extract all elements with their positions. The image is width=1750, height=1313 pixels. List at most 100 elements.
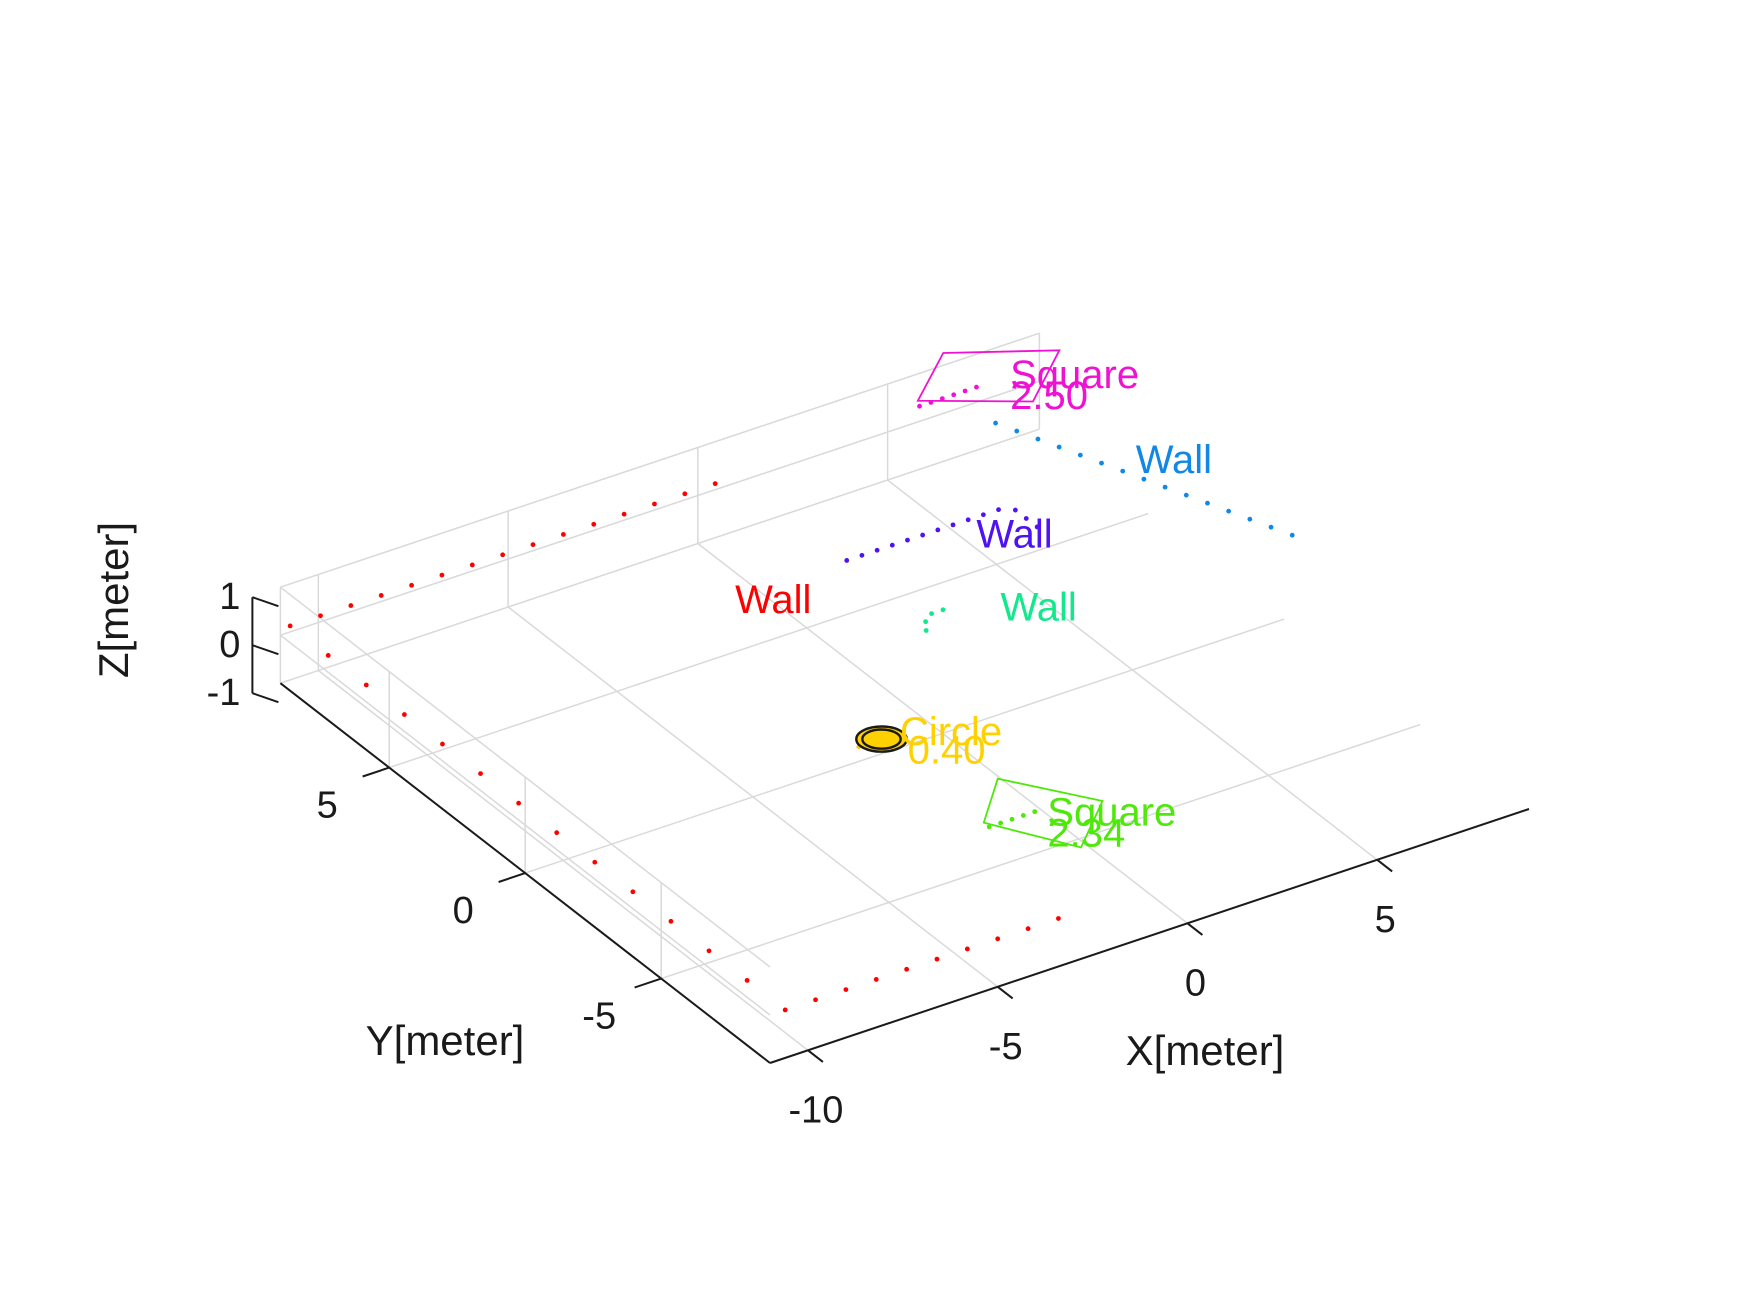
data-point [920, 532, 926, 538]
data-point [516, 800, 522, 806]
data-point [1183, 492, 1189, 498]
x-tick-label: -5 [989, 1026, 1023, 1068]
y-axis-label: Y[meter] [366, 1017, 525, 1064]
data-point [554, 830, 560, 836]
data-point [592, 859, 598, 865]
data-point [1120, 468, 1126, 474]
data-point [964, 946, 970, 952]
data-point [934, 956, 940, 962]
data-point [1020, 813, 1026, 818]
y-tick [498, 872, 526, 883]
x-axis-label: X[meter] [1126, 1027, 1285, 1074]
data-point [591, 521, 597, 527]
x-tick-label: 0 [1185, 962, 1206, 1004]
data-point [995, 936, 1001, 942]
data-point [965, 517, 971, 523]
grid-line-y [524, 618, 1285, 874]
data-point [1012, 507, 1018, 513]
data-point [905, 537, 910, 543]
annotations: WallWallWallWallSquare2.50Circle0.40Squa… [735, 353, 1212, 856]
data-point [1077, 452, 1083, 458]
data-point [500, 552, 506, 558]
axes [251, 596, 1530, 1064]
data-point [378, 593, 384, 598]
grid-line-z [280, 332, 1040, 588]
object-label: Wall [976, 512, 1052, 556]
grid-line-z [279, 586, 771, 968]
x-axis-line [769, 808, 1530, 1064]
data-point [996, 507, 1001, 513]
x-tick [807, 1049, 824, 1063]
data-point [962, 388, 968, 394]
z-tick-label: 0 [219, 624, 240, 666]
square-outline [982, 777, 1104, 849]
data-point [1023, 516, 1029, 521]
tick-labels: -10-505-505-101 [207, 576, 1396, 1131]
x-tick [997, 986, 1014, 1000]
data-point [1056, 444, 1062, 450]
data-point [469, 562, 475, 568]
z-tick [252, 644, 279, 656]
data-point [706, 948, 712, 954]
circle-outline [861, 728, 902, 750]
object-label: Square [1010, 353, 1139, 397]
z-tick [252, 596, 279, 608]
data-point [859, 552, 865, 558]
data-point [935, 527, 941, 533]
object-label: Wall [735, 578, 811, 622]
data-point [1035, 436, 1041, 442]
data-point [1247, 516, 1253, 522]
data-point [348, 603, 354, 608]
data-point [318, 613, 323, 619]
data-point [1009, 816, 1015, 822]
data-point [1226, 508, 1232, 514]
data-point [980, 512, 986, 518]
z-tick-label: -1 [207, 672, 241, 714]
data-point [1205, 500, 1210, 506]
data-point [993, 420, 998, 426]
data-point [844, 558, 850, 563]
data-point [401, 712, 407, 717]
data-point [440, 741, 445, 747]
data-point [1032, 809, 1038, 815]
data-point [630, 889, 636, 895]
grid-line-z [280, 380, 1040, 636]
data-point [782, 1007, 788, 1013]
data-point [874, 547, 880, 553]
z-axis-label: Z[meter] [90, 522, 137, 678]
data-point [712, 481, 718, 487]
data-point [986, 824, 992, 830]
square-outline [916, 349, 1061, 403]
object-label: 2.34 [1047, 812, 1125, 856]
y-tick-label: 5 [317, 785, 338, 827]
grid-line-z [279, 634, 771, 1016]
data-point [889, 542, 895, 548]
data-point [682, 491, 688, 497]
data-point [363, 682, 369, 688]
data-point [929, 611, 934, 616]
y-tick-label: 0 [453, 890, 474, 932]
data-point [917, 403, 922, 409]
data-point [1014, 428, 1020, 434]
z-tick-label: 1 [219, 576, 240, 618]
data-point [652, 501, 657, 507]
data-point [928, 400, 934, 405]
data-marks [287, 349, 1295, 1013]
data-point [998, 820, 1003, 826]
data-point [1056, 916, 1061, 921]
object-label: Wall [1001, 586, 1077, 630]
data-point [1034, 524, 1040, 530]
data-point [621, 511, 627, 517]
data-point [843, 987, 849, 992]
data-point [530, 542, 536, 548]
data-point [439, 572, 445, 578]
data-point [904, 966, 910, 972]
grid-line-y [660, 723, 1421, 980]
data-point [813, 997, 818, 1003]
x-tick [1186, 922, 1204, 936]
data-point [287, 623, 293, 629]
grid-line-z [280, 428, 1040, 684]
data-point [1025, 926, 1031, 932]
z-tick [252, 692, 279, 704]
data-point [744, 977, 750, 983]
